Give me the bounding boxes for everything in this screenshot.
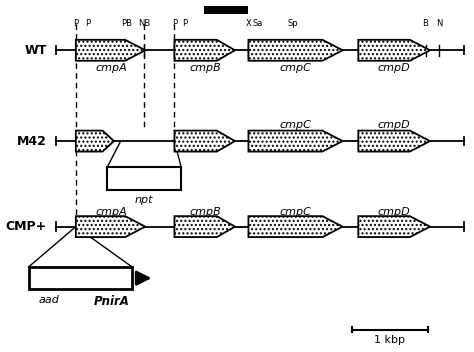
Text: aad: aad (38, 295, 59, 306)
Text: Sa: Sa (252, 19, 263, 27)
Polygon shape (76, 131, 114, 152)
Polygon shape (174, 40, 235, 61)
Polygon shape (358, 216, 430, 237)
Text: cmpA: cmpA (96, 63, 128, 73)
Polygon shape (174, 131, 235, 152)
Text: PnirA: PnirA (94, 295, 129, 308)
Text: cmpC: cmpC (280, 63, 311, 73)
Text: cmpC: cmpC (280, 120, 311, 130)
Text: CMP+: CMP+ (5, 220, 46, 233)
Text: cmpB: cmpB (190, 63, 222, 73)
Bar (60, 267, 132, 289)
Text: X: X (246, 19, 251, 27)
Polygon shape (76, 216, 146, 237)
Text: B: B (423, 19, 428, 27)
Polygon shape (358, 131, 430, 152)
Text: Sp: Sp (288, 19, 299, 27)
Text: N: N (436, 19, 442, 27)
Bar (107, 167, 126, 190)
Polygon shape (358, 40, 430, 61)
Bar (204, 6, 248, 14)
Bar (29, 267, 60, 289)
Bar (29, 267, 132, 289)
Text: NB: NB (138, 19, 151, 27)
Text: PB: PB (121, 19, 132, 27)
Text: 1 kbp: 1 kbp (374, 335, 405, 345)
Text: cmpD: cmpD (378, 63, 410, 73)
Text: P: P (182, 19, 187, 27)
Text: npt: npt (135, 195, 154, 205)
Text: cmpB: cmpB (190, 207, 222, 216)
Polygon shape (248, 216, 343, 237)
Bar (126, 167, 181, 190)
Polygon shape (76, 40, 146, 61)
Text: M42: M42 (17, 134, 46, 147)
Text: cmpC: cmpC (280, 207, 311, 216)
Text: WT: WT (24, 44, 46, 57)
Text: cmpD: cmpD (378, 120, 410, 130)
Polygon shape (248, 40, 343, 61)
Bar (107, 167, 181, 190)
Text: cmpA: cmpA (96, 207, 128, 216)
Text: P: P (73, 19, 78, 27)
Text: cmpD: cmpD (378, 207, 410, 216)
Text: P: P (172, 19, 177, 27)
Polygon shape (174, 216, 235, 237)
Polygon shape (248, 131, 343, 152)
Text: P: P (85, 19, 91, 27)
